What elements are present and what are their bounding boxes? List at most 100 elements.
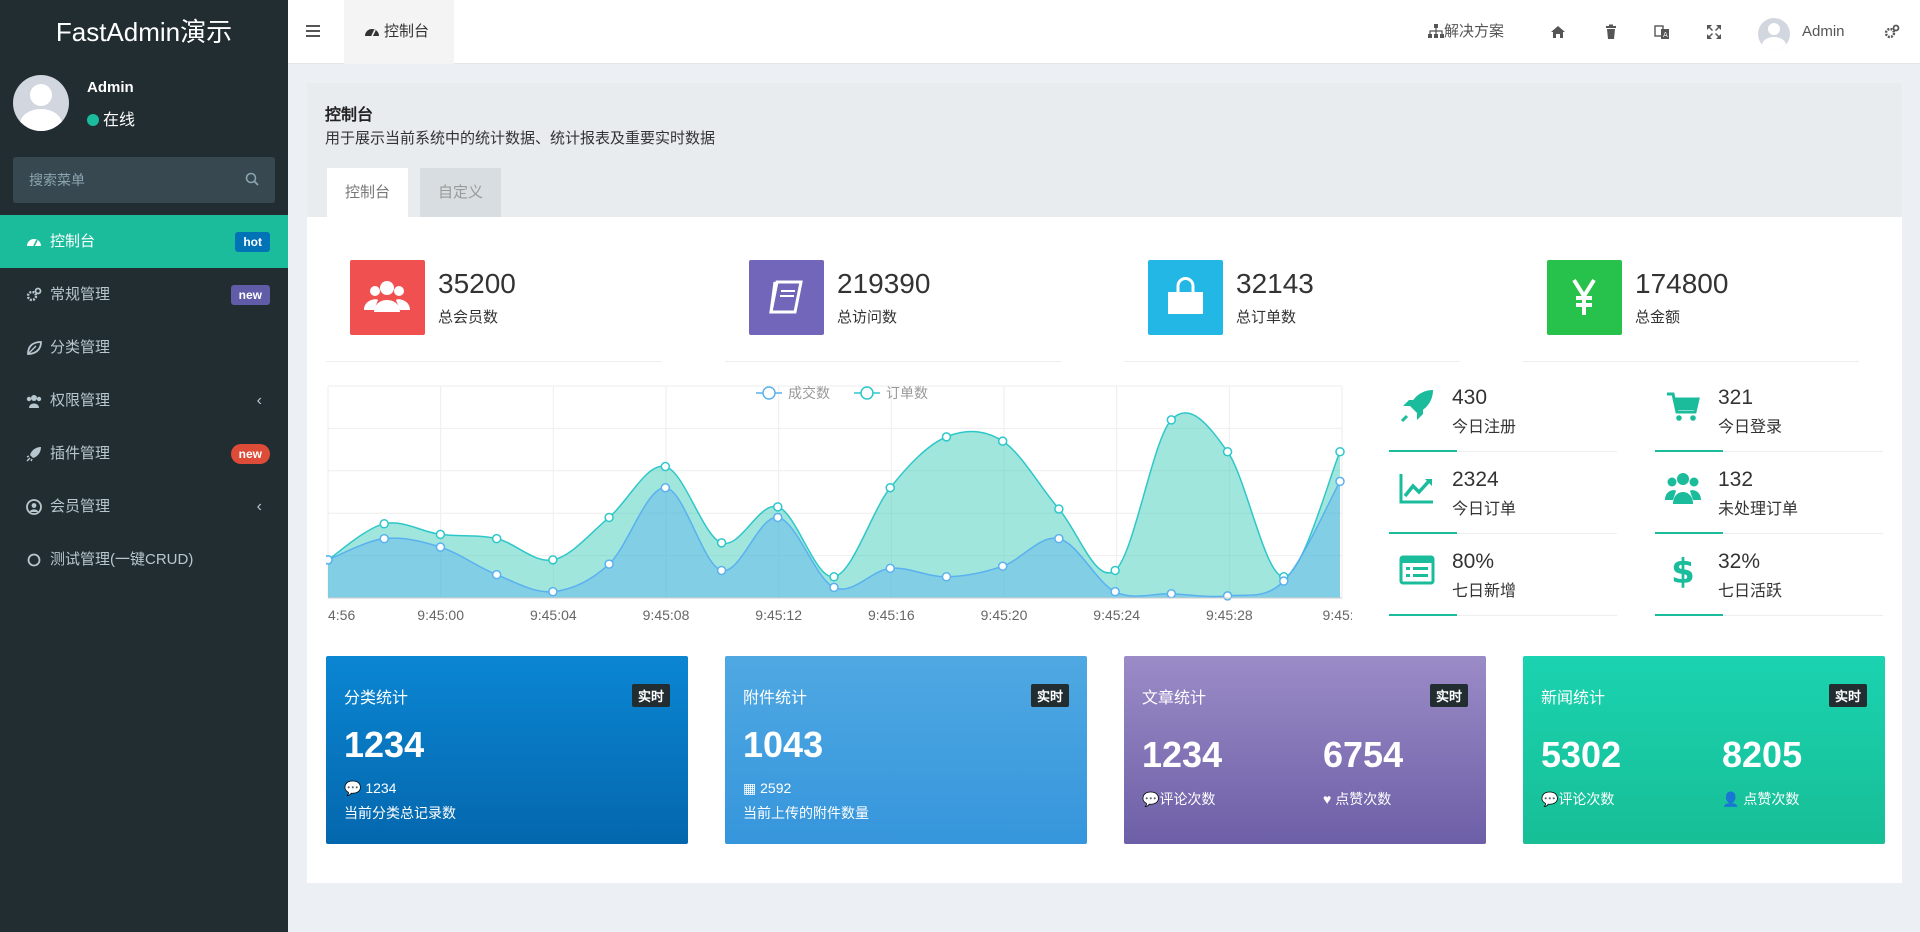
chart-point[interactable]	[379, 519, 389, 529]
realtime-tag: 实时	[1828, 684, 1867, 707]
chart-point[interactable]	[1335, 446, 1345, 457]
chart-point[interactable]	[716, 565, 727, 576]
sidebar-item-label: 会员管理	[50, 498, 111, 515]
card-title: 文章统计	[1142, 690, 1207, 707]
chart-point[interactable]	[829, 572, 839, 582]
translate-icon[interactable]: A	[1654, 24, 1670, 40]
chart-point[interactable]	[941, 432, 952, 442]
chart-point[interactable]	[435, 542, 446, 552]
sidebar-item-auth[interactable]: 权限管理 ‹	[0, 374, 288, 427]
card-article-stats: 文章统计 实时 1234 💬评论次数 6754 ♥ 点赞次数	[1124, 656, 1486, 844]
sidebar-item-label: 权限管理	[50, 392, 111, 409]
chart-point[interactable]	[1222, 591, 1233, 601]
sidebar-item-category[interactable]: 分类管理	[0, 321, 288, 374]
menu-toggle-icon[interactable]	[306, 25, 320, 37]
tab-custom[interactable]: 自定义	[420, 168, 502, 217]
sidebar-item-dashboard[interactable]: 控制台 hot	[0, 215, 288, 268]
chart-point[interactable]	[885, 563, 895, 574]
sidebar-item-addons[interactable]: 插件管理 new	[0, 427, 288, 480]
chart-point[interactable]	[548, 586, 558, 597]
solutions-link[interactable]: 解决方案	[1428, 0, 1504, 64]
chart-x-tick-label: 9:45:12	[755, 607, 802, 623]
hot-badge: hot	[235, 232, 270, 252]
legend-label[interactable]: 订单数	[886, 385, 928, 401]
chart-point[interactable]	[1110, 586, 1120, 597]
chart-point[interactable]	[997, 561, 1008, 571]
yen-icon	[1572, 278, 1596, 315]
online-dot-icon	[87, 114, 99, 126]
legend-label[interactable]: 成交数	[788, 385, 830, 401]
card-title: 分类统计	[344, 690, 409, 707]
chart-point[interactable]	[885, 483, 895, 493]
chart-point[interactable]	[660, 461, 671, 472]
home-icon[interactable]	[1550, 24, 1566, 40]
chart-point[interactable]	[1335, 476, 1345, 487]
rocket-icon	[1400, 390, 1433, 423]
chart-point[interactable]	[491, 569, 502, 580]
chart-point[interactable]	[548, 555, 558, 565]
new-badge: new	[230, 444, 270, 464]
mini-stat-weekly-active: $ 32% 七日活跃	[1655, 544, 1883, 616]
card-value-likes: 8205	[1722, 734, 1803, 775]
tab-dashboard[interactable]: 控制台	[344, 0, 454, 64]
header-username[interactable]: Admin	[1802, 23, 1845, 40]
circle-icon	[27, 553, 41, 567]
chart-point[interactable]	[435, 529, 446, 540]
user-panel: Admin 在线	[0, 64, 288, 144]
chart-point[interactable]	[773, 512, 783, 523]
search-icon[interactable]	[245, 172, 259, 186]
chart-point[interactable]	[379, 533, 389, 544]
chart-x-tick-label: 9:45:04	[530, 607, 577, 623]
chevron-left-icon: ‹	[256, 498, 262, 515]
stat-value: 174800	[1635, 268, 1729, 299]
chart-x-tick-label: 9:45:00	[417, 607, 464, 623]
sidebar-item-test[interactable]: 测试管理(一键CRUD)	[0, 533, 288, 586]
chart-x-tick-label: 9:45:08	[643, 607, 690, 623]
chart-point[interactable]	[1222, 446, 1233, 457]
users-icon	[364, 281, 410, 312]
settings-icon[interactable]	[1884, 24, 1900, 40]
fullscreen-icon[interactable]	[1706, 24, 1722, 40]
picture-icon: ▦	[743, 780, 757, 796]
card-value-likes: 6754	[1323, 734, 1404, 775]
chart-point[interactable]	[773, 502, 783, 512]
comment-icon: 💬	[1142, 791, 1160, 807]
mini-stat-pending: 132 未处理订单	[1655, 462, 1883, 534]
tab-dashboard-content[interactable]: 控制台	[327, 168, 409, 217]
chart-point[interactable]	[1054, 533, 1064, 544]
chart-point[interactable]	[326, 555, 333, 565]
chart-point[interactable]	[941, 572, 952, 582]
card-value-comments: 1234	[1142, 734, 1223, 775]
chart-point[interactable]	[604, 559, 614, 569]
chart-point[interactable]	[660, 483, 671, 493]
chart-point[interactable]	[604, 512, 614, 523]
sidebar-item-general[interactable]: 常规管理 new	[0, 268, 288, 321]
menu-search	[13, 157, 275, 203]
mini-stat-weekly-new: 80% 七日新增	[1389, 544, 1617, 616]
stat-icon-box	[749, 260, 824, 335]
menu-search-input[interactable]	[13, 157, 233, 203]
chart-area-0	[328, 481, 1340, 598]
trash-icon[interactable]	[1603, 24, 1619, 40]
line-chart-icon	[1399, 474, 1433, 504]
chart-point[interactable]	[829, 582, 839, 593]
sidebar: FastAdmin演示 Admin 在线 控制台 hot 常规管理 new 分类…	[0, 0, 288, 932]
chart-point[interactable]	[1166, 589, 1177, 599]
header-avatar[interactable]	[1758, 18, 1790, 50]
sidebar-item-label: 分类管理	[50, 339, 111, 356]
stat-label: 总访问数	[837, 309, 898, 326]
app-logo[interactable]: FastAdmin演示	[0, 0, 288, 64]
stat-label: 总订单数	[1236, 309, 1297, 326]
chart-point[interactable]	[716, 538, 727, 548]
sidebar-item-members[interactable]: 会员管理 ‹	[0, 480, 288, 533]
chart-point[interactable]	[1054, 504, 1064, 514]
chart-point[interactable]	[1279, 576, 1289, 586]
chart-point[interactable]	[491, 533, 502, 544]
leaf-icon	[27, 341, 42, 355]
chart-point[interactable]	[1166, 415, 1177, 425]
user-status-label: 在线	[103, 112, 136, 129]
mini-stat-label: 七日新增	[1452, 583, 1517, 600]
dashboard-icon	[27, 239, 41, 247]
chart-point[interactable]	[1110, 565, 1120, 576]
chart-point[interactable]	[997, 436, 1008, 446]
